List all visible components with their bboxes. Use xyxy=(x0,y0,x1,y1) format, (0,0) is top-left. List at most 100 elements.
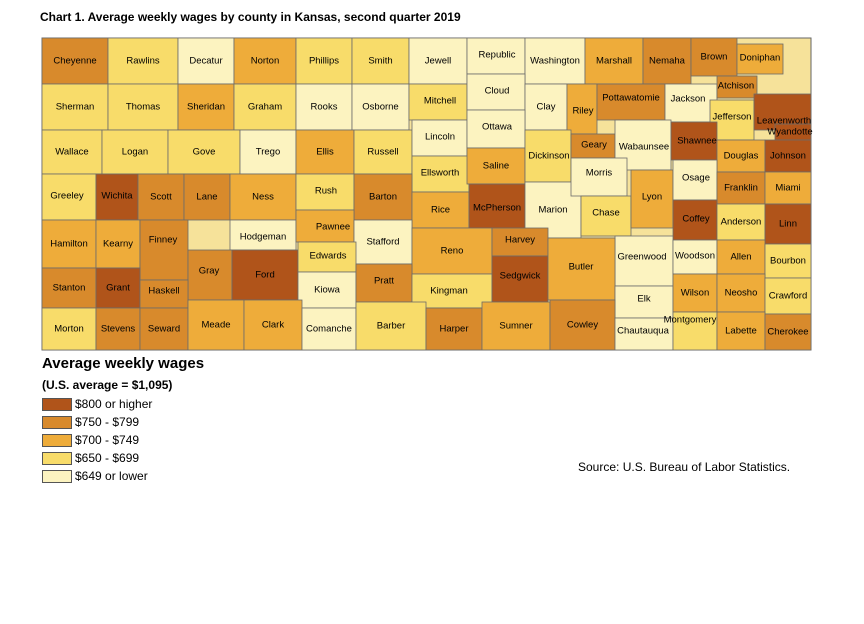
county-morton xyxy=(41,307,97,351)
county-crawford xyxy=(764,277,812,315)
county-rice xyxy=(411,191,470,229)
county-stanton xyxy=(41,267,97,309)
county-sedgwick xyxy=(491,255,549,303)
county-coffey xyxy=(672,199,718,241)
county-label: Gray xyxy=(199,266,220,277)
legend-swatch xyxy=(42,397,72,411)
county-label: Lincoln xyxy=(425,132,455,143)
county-label: Greenwood xyxy=(617,252,666,263)
county-comanche xyxy=(301,307,357,351)
county-label: Rice xyxy=(431,205,450,216)
county-label: Nemaha xyxy=(649,56,686,67)
county-label: McPherson xyxy=(473,203,521,214)
county-bourbon xyxy=(764,243,812,279)
county-label: Finney xyxy=(149,235,178,246)
legend-item-700-749: $700 - $749 xyxy=(42,433,139,447)
county-label: Scott xyxy=(150,192,172,203)
legend-swatch xyxy=(42,415,72,429)
legend-label: $750 - $799 xyxy=(75,415,140,429)
county-label: Linn xyxy=(779,219,797,230)
county-label: Leavenworth xyxy=(757,116,811,127)
county-label: Johnson xyxy=(770,151,806,162)
county-label: Haskell xyxy=(148,286,179,297)
legend-item-650-699: $650 - $699 xyxy=(42,451,139,465)
county-label: Logan xyxy=(122,147,148,158)
county-chase xyxy=(580,195,632,237)
county-edwards xyxy=(297,241,357,273)
county-label: Lane xyxy=(196,192,217,203)
county-kingman xyxy=(411,273,493,309)
county-ottawa xyxy=(466,109,526,149)
county-republic xyxy=(466,37,526,75)
county-label: Sheridan xyxy=(187,102,225,113)
county-label: Marion xyxy=(538,205,567,216)
county-label: Wyandotte xyxy=(767,127,812,138)
county-label: Clark xyxy=(262,320,284,331)
county-label: Ottawa xyxy=(482,122,513,133)
county-greenwood xyxy=(614,235,674,287)
county-label: Rawlins xyxy=(126,56,160,67)
county-gove xyxy=(167,129,241,175)
county-scott xyxy=(137,173,185,221)
county-label: Bourbon xyxy=(770,256,806,267)
county-label: Jewell xyxy=(425,56,451,67)
county-gray xyxy=(187,249,233,301)
county-label: Reno xyxy=(441,246,464,257)
county-label: Meade xyxy=(201,320,230,331)
county-sumner xyxy=(481,301,551,351)
county-label: Trego xyxy=(256,147,280,158)
county-graham xyxy=(233,83,297,131)
legend-label: $800 or higher xyxy=(75,397,153,411)
county-ellsworth xyxy=(411,155,470,193)
county-reno xyxy=(411,227,493,275)
legend-label: $700 - $749 xyxy=(75,433,140,447)
county-label: Gove xyxy=(193,147,216,158)
county-label: Chautauqua xyxy=(617,326,669,337)
county-label: Sedgwick xyxy=(500,271,541,282)
county-label: Hamilton xyxy=(50,239,88,250)
county-label: Grant xyxy=(106,283,130,294)
county-label: Franklin xyxy=(724,183,758,194)
county-label: Douglas xyxy=(724,151,759,162)
county-smith xyxy=(351,37,410,85)
legend-swatch xyxy=(42,469,72,483)
county-allen xyxy=(716,239,766,275)
county-cherokee xyxy=(764,313,812,351)
county-pottawatomie xyxy=(596,83,666,121)
county-montgomery xyxy=(672,311,718,351)
county-label: Morris xyxy=(586,168,613,179)
county-label: Ford xyxy=(255,270,275,281)
legend-swatch xyxy=(42,451,72,465)
county-hamilton xyxy=(41,219,97,269)
county-clark xyxy=(243,299,303,351)
county-pratt xyxy=(355,263,413,303)
county-cloud xyxy=(466,73,526,111)
county-label: Osborne xyxy=(362,102,398,113)
county-seward xyxy=(139,307,189,351)
county-label: Montgomery xyxy=(664,315,717,326)
county-miami xyxy=(764,171,812,205)
legend-label: $650 - $699 xyxy=(75,451,140,465)
county-finney xyxy=(139,219,189,281)
county-marshall xyxy=(584,37,644,85)
county-ellis xyxy=(295,129,355,175)
county-linn xyxy=(764,203,812,245)
county-label: Neosho xyxy=(725,288,758,299)
county-label: Harper xyxy=(439,324,468,335)
legend-swatch xyxy=(42,433,72,447)
county-nemaha xyxy=(642,37,692,85)
county-label: Kiowa xyxy=(314,285,341,296)
county-norton xyxy=(233,37,297,85)
county-label: Seward xyxy=(148,324,180,335)
county-label: Harvey xyxy=(505,235,535,246)
county-stafford xyxy=(353,219,413,265)
county-wichita xyxy=(95,173,139,221)
county-label: Doniphan xyxy=(740,53,781,64)
county-kiowa xyxy=(297,271,357,309)
county-osage xyxy=(672,159,718,201)
county-label: Riley xyxy=(572,106,593,117)
county-label: Butler xyxy=(569,262,594,273)
county-label: Ellsworth xyxy=(421,168,460,179)
county-anderson xyxy=(716,203,766,241)
county-label: Anderson xyxy=(721,217,762,228)
